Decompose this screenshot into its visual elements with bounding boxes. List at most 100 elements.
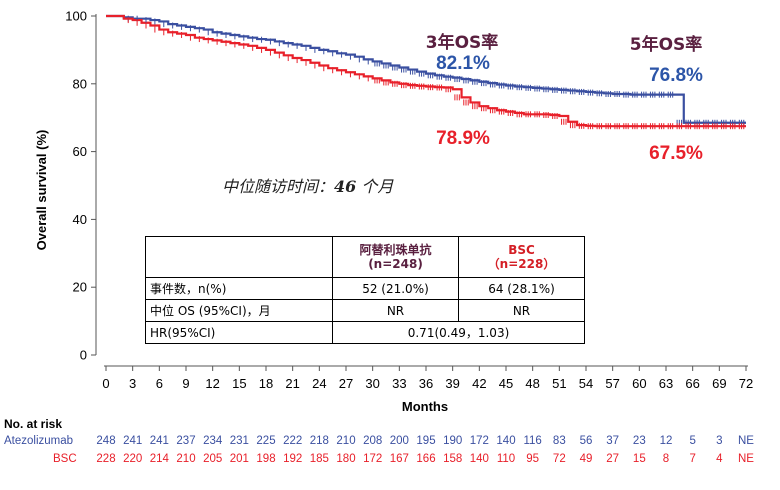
header-atezo-name: 阿替利珠单抗 [359, 243, 432, 257]
risk-value: 172 [470, 435, 489, 447]
table-header-row: 阿替利珠单抗 (n=248) BSC （n=228） [145, 236, 585, 278]
x-axis-label: Months [402, 399, 448, 414]
risk-value: 8 [663, 453, 669, 465]
risk-value: 167 [390, 453, 409, 465]
risk-value: 158 [443, 453, 462, 465]
y-tick-label: 20 [73, 280, 87, 295]
risk-value: 231 [230, 435, 249, 447]
y-tick-label: 0 [80, 348, 87, 363]
row-median-bsc: NR [458, 299, 585, 322]
risk-value: 241 [123, 435, 142, 447]
risk-value: 220 [123, 453, 142, 465]
risk-value: 3 [716, 435, 722, 447]
risk-value: 241 [150, 435, 169, 447]
x-tick-label: 21 [285, 376, 299, 391]
risk-value: 12 [660, 435, 673, 447]
risk-value: 214 [150, 453, 170, 465]
risk-value: 208 [363, 435, 382, 447]
risk-value: 27 [606, 453, 619, 465]
table-row: 事件数，n(%) 52 (21.0%) 64 (28.1%) [145, 277, 585, 300]
followup-note: 中位随访时间：46 个月 [222, 177, 394, 196]
x-tick-label: 33 [392, 376, 406, 391]
followup-prefix: 中位随访时间： [222, 177, 334, 196]
os3-title: 3年OS率 [426, 32, 499, 53]
risk-value: 110 [497, 453, 515, 465]
x-tick-label: 9 [182, 376, 189, 391]
risk-value: 210 [336, 435, 355, 447]
risk-value: 56 [580, 435, 593, 447]
row-hr-label: HR(95%CI) [145, 321, 333, 344]
x-tick-label: 36 [419, 376, 433, 391]
x-tick-label: 54 [579, 376, 593, 391]
curve-bsc [106, 14, 746, 128]
followup-value: 46 [334, 177, 356, 196]
risk-title: No. at risk [4, 417, 62, 431]
x-tick-label: 69 [712, 376, 726, 391]
risk-value: 205 [203, 453, 222, 465]
risk-value: 195 [416, 435, 435, 447]
risk-value: 116 [523, 435, 541, 447]
os5-bsc-rate: 67.5% [649, 143, 703, 164]
risk-value: NE [738, 453, 754, 465]
x-tick-label: 72 [739, 376, 753, 391]
header-bsc-name: BSC [508, 243, 535, 257]
risk-value: 198 [256, 453, 275, 465]
header-atezo-n: (n=248) [368, 257, 423, 271]
risk-value: 83 [553, 435, 566, 447]
x-tick-label: 48 [525, 376, 539, 391]
risk-value: 140 [470, 453, 489, 465]
risk-value: 7 [689, 453, 695, 465]
x-tick-label: 66 [685, 376, 699, 391]
x-tick-label: 12 [205, 376, 219, 391]
risk-value: 190 [443, 435, 462, 447]
x-tick-label: 30 [365, 376, 379, 391]
x-tick-label: 39 [445, 376, 459, 391]
y-tick-label: 80 [73, 76, 87, 91]
risk-row-bsc-label: BSC [53, 453, 77, 465]
x-tick-label: 63 [659, 376, 673, 391]
risk-value: 228 [96, 453, 115, 465]
x-tick-label: 51 [552, 376, 566, 391]
summary-table: 阿替利珠单抗 (n=248) BSC （n=228） 事件数，n(%) 52 (… [145, 236, 585, 344]
risk-value: 234 [203, 435, 223, 447]
row-median-label: 中位 OS (95%CI)，月 [145, 299, 333, 322]
risk-value: NE [738, 435, 754, 447]
followup-suffix: 个月 [356, 177, 394, 196]
risk-value: 172 [363, 453, 382, 465]
risk-value: 49 [580, 453, 593, 465]
row-hr-value: 0.71(0.49，1.03) [332, 321, 585, 344]
y-tick-label: 60 [73, 144, 87, 159]
os3-atezo-rate: 82.1% [436, 53, 490, 74]
y-axis-label: Overall survival (%) [34, 130, 49, 251]
y-tick-label: 100 [65, 9, 87, 24]
risk-value: 15 [633, 453, 646, 465]
risk-value: 185 [310, 453, 329, 465]
x-tick-label: 27 [339, 376, 353, 391]
x-tick-label: 45 [499, 376, 513, 391]
risk-value: 248 [96, 435, 115, 447]
x-tick-label: 57 [605, 376, 619, 391]
os5-title: 5年OS率 [630, 34, 703, 55]
risk-value: 95 [526, 453, 539, 465]
risk-value: 200 [390, 435, 409, 447]
risk-value: 201 [230, 453, 249, 465]
row-events-label: 事件数，n(%) [145, 277, 333, 300]
risk-value: 72 [553, 453, 566, 465]
header-atezo: 阿替利珠单抗 (n=248) [332, 236, 459, 278]
header-bsc: BSC （n=228） [458, 236, 585, 278]
row-events-bsc: 64 (28.1%) [458, 277, 585, 300]
os3-bsc-rate: 78.9% [436, 128, 490, 149]
table-row: HR(95%CI) 0.71(0.49，1.03) [145, 321, 585, 344]
x-tick-label: 24 [312, 376, 326, 391]
censor-marks [127, 15, 745, 130]
risk-value: 5 [689, 435, 695, 447]
risk-value: 166 [416, 453, 435, 465]
risk-values: 248 241 241 237 234 231 225 222 218 210 208 200 195 1… [96, 435, 754, 465]
risk-value: 37 [606, 435, 619, 447]
risk-value: 210 [176, 453, 195, 465]
table-corner [145, 236, 333, 278]
risk-value: 192 [283, 453, 302, 465]
x-tick-label: 60 [632, 376, 646, 391]
